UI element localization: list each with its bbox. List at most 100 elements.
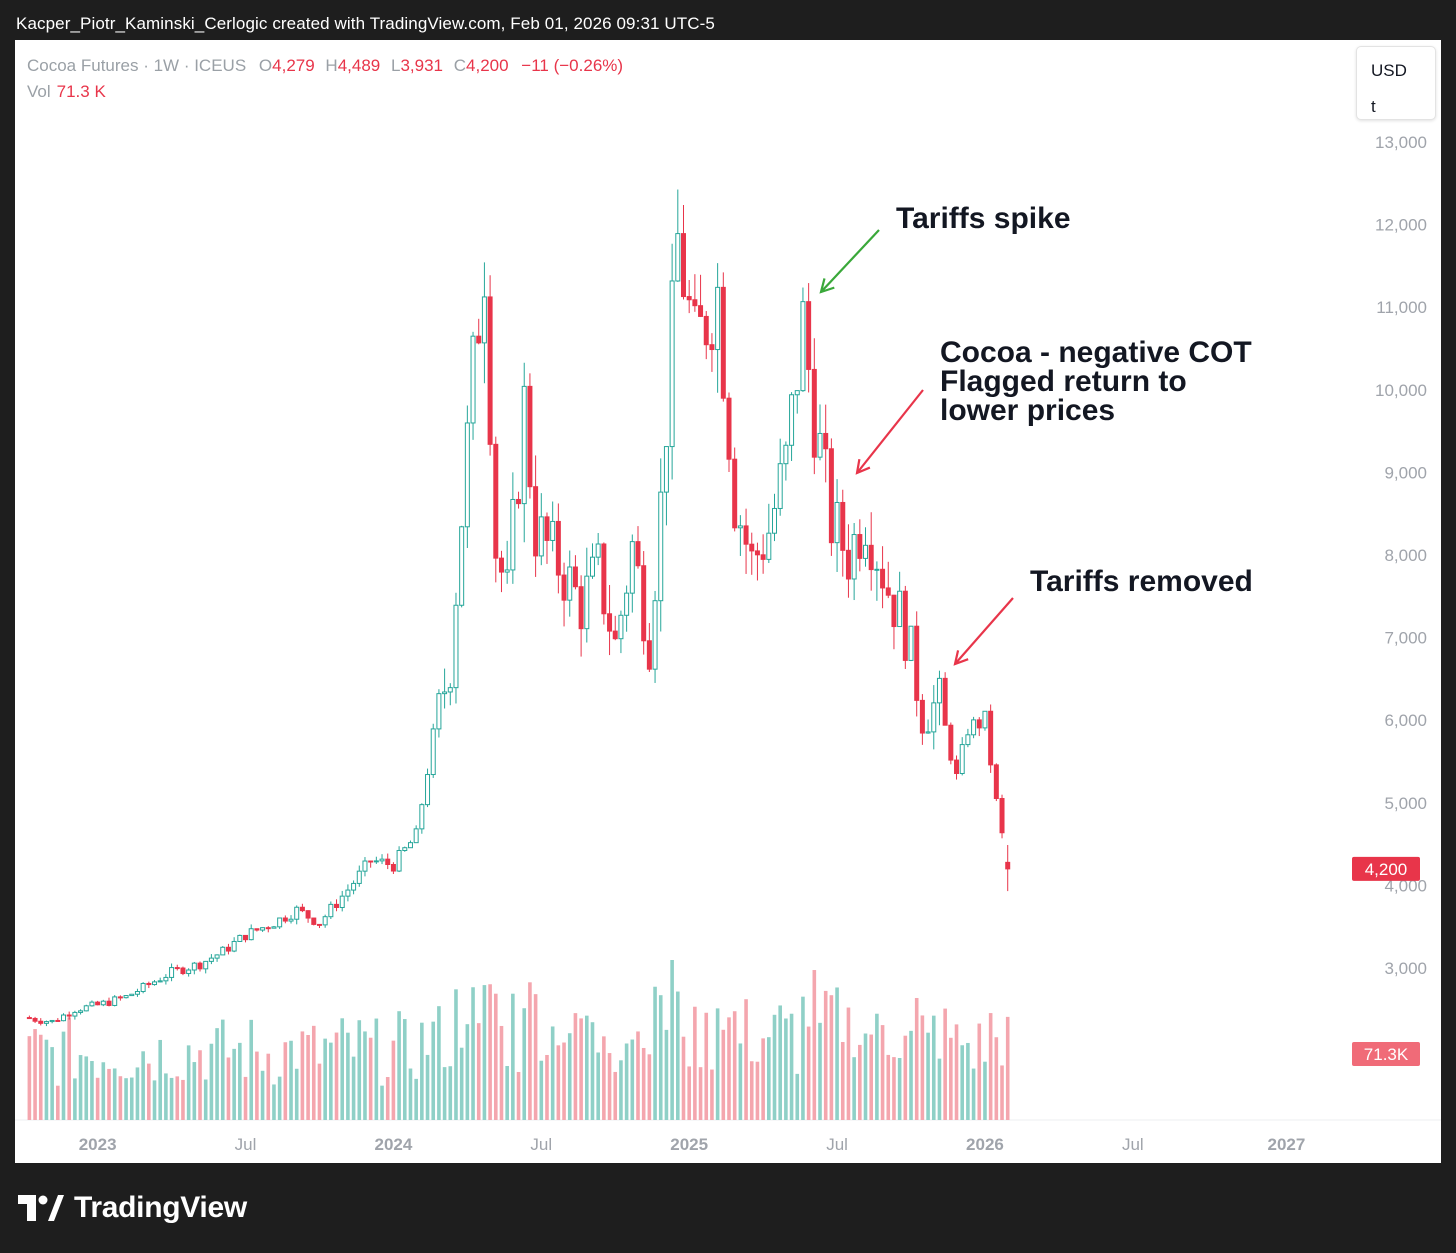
candle-body (351, 882, 357, 891)
candle-body (800, 301, 806, 392)
low-label: L (390, 56, 401, 75)
candle-body (692, 299, 698, 307)
volume-bar (875, 1013, 879, 1120)
volume-bar (949, 1037, 953, 1120)
candle-body (607, 613, 613, 632)
candle-body (555, 520, 561, 576)
volume-bar (801, 996, 805, 1120)
volume-bar (744, 999, 748, 1120)
candle-body (339, 895, 345, 909)
volume-bar (385, 1077, 390, 1120)
volume-bar (33, 1029, 37, 1120)
volume-bar (926, 1032, 930, 1120)
candle-body (425, 774, 431, 806)
candle-body (845, 549, 851, 580)
candle-body (772, 507, 778, 534)
volume-bar (255, 1051, 259, 1120)
candle-body (868, 544, 874, 571)
candle-body (214, 954, 220, 959)
candle-body (373, 860, 379, 863)
time-tick-label: 2024 (374, 1135, 412, 1154)
volume-bar (27, 1036, 32, 1120)
candle-body (749, 543, 755, 552)
volume-bar (56, 1085, 60, 1120)
candle-body (567, 566, 573, 601)
candle-body (811, 368, 817, 458)
volume-bar (966, 1042, 970, 1120)
volume-bar (687, 1066, 691, 1120)
candle-body (680, 233, 686, 298)
volume-bar (311, 1025, 316, 1120)
candle-body (186, 969, 192, 975)
candle-body (601, 543, 607, 615)
candle-body (476, 335, 482, 344)
candle-body (544, 516, 550, 541)
volume-bar (533, 994, 538, 1120)
last-volume-label: 71.3K (1364, 1045, 1409, 1064)
candle-body (880, 568, 886, 589)
candle-body (419, 804, 425, 830)
currency-unit-selector[interactable]: USD t (1356, 46, 1436, 120)
volume-bar (186, 1045, 191, 1120)
candle-body (999, 797, 1005, 834)
last-price-label: 4,200 (1365, 860, 1408, 879)
candle-body (89, 1001, 95, 1007)
volume-bar (585, 1015, 589, 1120)
close-value: 4,200 (466, 56, 509, 75)
candle-body (516, 498, 522, 505)
candle-body (180, 967, 186, 975)
time-tick-label: Jul (1122, 1135, 1144, 1154)
volume-bar (983, 1061, 987, 1120)
tradingview-brand: TradingView (18, 1191, 247, 1225)
candle-body (851, 534, 857, 580)
volume-bar (300, 1031, 305, 1120)
candle-body (823, 432, 829, 450)
volume-bar (761, 1038, 765, 1120)
volume-bar (277, 1076, 282, 1120)
volume-bar (220, 1019, 225, 1120)
volume-bar (482, 985, 487, 1120)
candle-body (572, 566, 578, 588)
volume-bar (835, 987, 839, 1120)
candle-body (100, 1000, 106, 1006)
price-tick-label: 13,000 (1375, 133, 1427, 152)
volume-bar (892, 1057, 896, 1120)
candle-body (652, 600, 658, 670)
vol-value: 71.3 K (56, 82, 106, 101)
candle-body (959, 744, 965, 774)
candle-body (203, 960, 209, 970)
candle-body (806, 301, 812, 370)
candle-body (83, 1005, 89, 1012)
candle-body (430, 728, 436, 776)
candle-body (288, 918, 294, 922)
candle-body (459, 526, 465, 606)
chart-panel[interactable]: 13,000 12,000 11,000 10,000 9,000 8,000 7,000 6… (15, 40, 1441, 1163)
volume-bar (579, 1018, 583, 1120)
candle-body (123, 995, 129, 999)
volume-bar (573, 1013, 578, 1120)
volume-bar (266, 1053, 271, 1120)
candle-body (78, 1010, 84, 1013)
volume-bar (852, 1057, 856, 1120)
candle-body (299, 906, 305, 912)
price-tick-label: 12,000 (1375, 216, 1427, 235)
time-tick-label: Jul (530, 1135, 552, 1154)
tariffs-removed-arrow (954, 597, 1014, 665)
candle-body (311, 917, 317, 925)
candle-body (686, 296, 692, 301)
annotation-cot-line2: Flagged return to (940, 365, 1187, 398)
candle-body (129, 993, 135, 997)
volume-bar (243, 1076, 248, 1120)
volume-bar (323, 1038, 327, 1120)
volume-bar (636, 1031, 640, 1120)
volume-bar (567, 1033, 572, 1120)
candle-body (863, 544, 869, 559)
price-tick-label: 7,000 (1384, 629, 1427, 648)
volume-bar (653, 986, 657, 1120)
volume-bar (749, 1061, 754, 1120)
candle-body (396, 849, 402, 872)
cot-arrow (856, 389, 924, 474)
volume-bar (528, 982, 532, 1120)
candlestick-chart[interactable]: 13,000 12,000 11,000 10,000 9,000 8,000 7,000 6… (15, 40, 1441, 1163)
volume-bar (118, 1076, 123, 1120)
